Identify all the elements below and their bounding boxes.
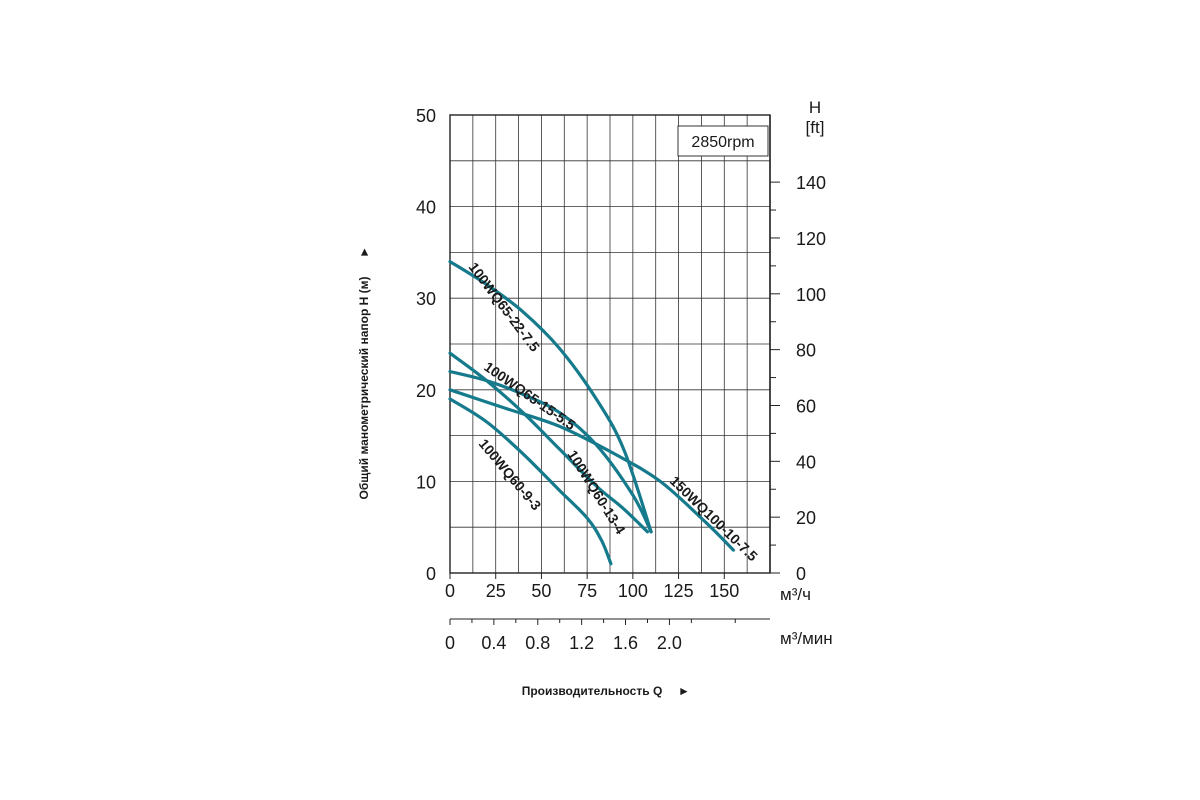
rpm-label: 2850rpm (691, 134, 754, 151)
y-axis-label: Общий манометрический напор H (м) (357, 276, 371, 499)
y-axis-title: Общий манометрический напор H (м) ► (357, 246, 371, 499)
y2-axis-ticks: 0 20 40 60 80 100 120 140 (769, 115, 826, 584)
x-axis-unit: м³/ч (780, 585, 811, 604)
y2-tick-label: 20 (796, 508, 816, 528)
rpm-box (677, 125, 769, 157)
x2-axis-unit: м³/мин (780, 629, 833, 648)
x-tick-label: 125 (664, 581, 694, 601)
y2-axis-unit: [ft] (806, 118, 825, 137)
x2-axis: 0 0.4 0.8 1.2 1.6 2.0 (445, 618, 770, 653)
x-axis-arrow: ► (678, 684, 690, 698)
curve-label: 100WQ65-22-7.5 (466, 259, 544, 355)
y-axis-ticks: 0 10 20 30 40 50 (416, 106, 436, 584)
x2-tick-label: 0.8 (525, 633, 550, 653)
y2-tick-label: 40 (796, 452, 816, 472)
curve-label: 100WQ60-13-4 (564, 447, 628, 537)
y-tick-label: 10 (416, 472, 436, 492)
y-tick-label: 40 (416, 198, 436, 218)
curve-100WQ65-22-7.5 (448, 260, 653, 534)
y2-axis-label: H (809, 98, 821, 117)
y-tick-label: 30 (416, 289, 436, 309)
y2-tick-label: 80 (796, 341, 816, 361)
x2-tick-label: 0.4 (481, 633, 506, 653)
x2-tick-label: 0 (445, 633, 455, 653)
curve-100WQ60-13-4 (448, 351, 650, 534)
y-axis-arrow: ► (357, 246, 371, 258)
y2-tick-label: 120 (796, 229, 826, 249)
y-tick-label: 50 (416, 106, 436, 126)
y-tick-label: 20 (416, 381, 436, 401)
x2-tick-label: 1.6 (613, 633, 638, 653)
x-tick-label: 75 (577, 581, 597, 601)
y2-tick-label: 0 (796, 564, 806, 584)
y2-tick-label: 100 (796, 285, 826, 305)
x-tick-label: 0 (445, 581, 455, 601)
x-tick-label: 150 (709, 581, 739, 601)
x-tick-label: 100 (618, 581, 648, 601)
curve-100WQ60-9-3 (448, 397, 613, 566)
y-tick-label: 0 (426, 564, 436, 584)
x-tick-label: 25 (486, 581, 506, 601)
y2-tick-label: 140 (796, 173, 826, 193)
x-axis-label: Производительность Q (522, 684, 663, 698)
x2-tick-label: 1.2 (569, 633, 594, 653)
x-tick-label: 50 (531, 581, 551, 601)
y2-tick-label: 60 (796, 396, 816, 416)
x-axis-ticks: 0 25 50 75 100 125 150 (445, 573, 739, 601)
curve-150WQ100-10-7.5 (448, 388, 735, 552)
x2-tick-label: 2.0 (657, 633, 682, 653)
curve-label: 100WQ60-9-3 (476, 436, 545, 514)
curves: 100WQ65-22-7.5100WQ65-15-5.5100WQ60-13-4… (448, 259, 761, 566)
grid (450, 115, 770, 573)
